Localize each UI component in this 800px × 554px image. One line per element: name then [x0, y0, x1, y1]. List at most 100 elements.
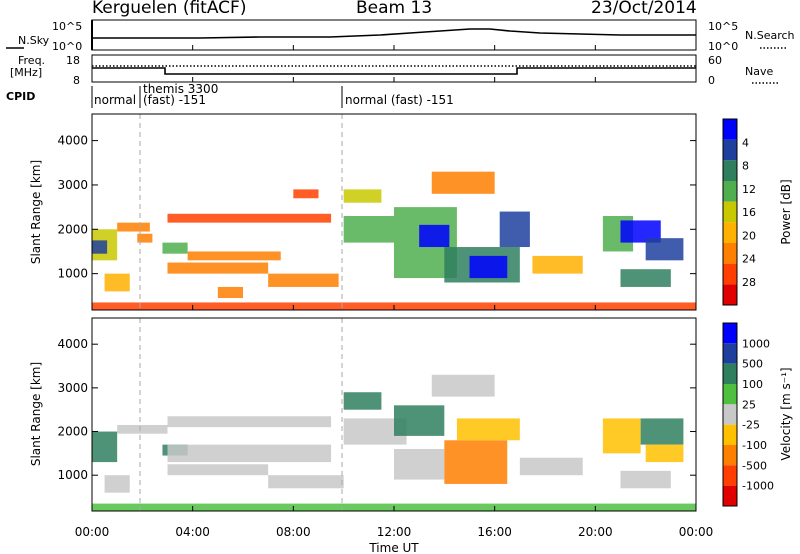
- power-regions: [92, 171, 696, 310]
- power-colorbar-cell-5: [723, 222, 737, 243]
- velocity-region-19: [620, 470, 671, 489]
- beam-title: Beam 13: [356, 0, 433, 18]
- freq-label-2: [MHz]: [10, 66, 42, 79]
- power-y-axis: 1000 2000 3000 4000: [57, 134, 696, 281]
- time-tick-label-3: 12:00: [377, 525, 412, 539]
- freq-panel: Freq. [MHz] 18 8 60 0 Nave: [10, 54, 780, 87]
- sky-right-label: N.Search: [745, 29, 795, 42]
- velocity-ytick-label-1: 2000: [57, 425, 88, 439]
- power-y-label: Slant Range [km]: [29, 160, 43, 264]
- velocity-colorbar-tick-1: 500: [742, 358, 763, 371]
- freq-tick-top: 18: [66, 54, 80, 67]
- sky-count-line: [92, 28, 696, 39]
- power-region-18: [499, 211, 530, 248]
- velocity-ytick-label-2: 3000: [57, 381, 88, 395]
- power-region-23: [645, 238, 684, 261]
- date-title: 23/Oct/2014: [591, 0, 697, 18]
- sky-left-label: N.Sky: [18, 34, 50, 47]
- power-region-15: [419, 224, 450, 248]
- time-axis: 00:00 04:00 08:00 12:00 16:00 20:00 00:00: [75, 45, 713, 539]
- velocity-y-axis: 1000 2000 3000 4000: [57, 337, 696, 482]
- cpid-segment-2-line2: normal (fast) -151: [345, 93, 454, 107]
- velocity-region-1: [104, 475, 130, 493]
- velocity-colorbar-cell-8: [723, 485, 737, 506]
- velocity-region-4: [167, 444, 332, 463]
- velocity-region-6: [167, 464, 269, 476]
- power-region-6: [167, 213, 332, 223]
- power-region-11: [293, 189, 319, 199]
- nave-label: Nave: [745, 65, 773, 78]
- velocity-colorbar-cell-0: [723, 323, 737, 344]
- velocity-colorbar-tick-2: 100: [742, 378, 763, 391]
- power-region-7: [167, 262, 269, 274]
- power-region-4: [137, 233, 153, 243]
- velocity-region-8: [343, 392, 382, 410]
- velocity-region-13: [456, 418, 520, 441]
- velocity-colorbar-tick-0: 1000: [742, 337, 770, 350]
- power-colorbar-cell-6: [723, 243, 737, 264]
- cpid-row: CPID normal themis 3300 (fast) -151 norm…: [6, 82, 454, 108]
- nave-tick-top: 60: [708, 54, 722, 67]
- velocity-colorbar-cell-2: [723, 363, 737, 384]
- cpid-segment-1-line1: themis 3300: [143, 82, 218, 96]
- freq-tick-bottom: 8: [73, 74, 80, 87]
- velocity-region-12: [444, 440, 508, 484]
- velocity-region-17: [640, 418, 684, 445]
- power-region-5: [162, 242, 188, 254]
- time-axis-label: Time UT: [368, 541, 419, 554]
- velocity-colorbar-cell-5: [723, 424, 737, 445]
- velocity-region-14: [431, 374, 495, 397]
- velocity-colorbar: 1000 500 100 25 -25 -100 -500 -1000: [722, 322, 774, 507]
- power-region-3: [117, 222, 150, 232]
- power-colorbar: 4 8 12 16 20 24 28: [722, 118, 756, 306]
- velocity-ytick-label-3: 4000: [57, 337, 88, 351]
- power-region-10: [217, 286, 243, 299]
- velocity-colorbar-cell-1: [723, 343, 737, 364]
- velocity-colorbar-tick-6: -500: [742, 459, 767, 472]
- power-colorbar-tick-4: 20: [742, 229, 756, 242]
- cpid-segment-1-line2: (fast) -151: [143, 93, 206, 107]
- power-colorbar-cell-3: [723, 181, 737, 202]
- power-colorbar-tick-1: 8: [742, 160, 749, 173]
- power-colorbar-tick-3: 16: [742, 206, 756, 219]
- power-region-9: [268, 273, 339, 287]
- power-region-20: [532, 255, 583, 274]
- velocity-regions: [92, 374, 696, 511]
- power-ytick-label-3: 4000: [57, 134, 88, 148]
- freq-label-1: Freq.: [18, 54, 45, 67]
- velocity-y-label: Slant Range [km]: [29, 362, 43, 466]
- power-region-12: [343, 189, 382, 203]
- velocity-region-10: [394, 405, 445, 436]
- velocity-colorbar-tick-3: 25: [742, 398, 756, 411]
- power-colorbar-label: Power [dB]: [779, 179, 793, 244]
- velocity-colorbar-label: Velocity [m s⁻¹]: [779, 367, 793, 460]
- power-region-22: [620, 220, 661, 243]
- nave-tick-bottom: 0: [708, 74, 715, 87]
- velocity-colorbar-cell-6: [723, 445, 737, 466]
- sky-right-tick-top: 10^5: [708, 20, 738, 33]
- power-colorbar-tick-5: 24: [742, 253, 756, 266]
- power-region-8: [187, 251, 281, 261]
- power-colorbar-frame: [722, 118, 738, 306]
- velocity-region-7: [268, 475, 344, 489]
- cpid-segment-0-line2: normal: [94, 93, 136, 107]
- velocity-colorbar-cell-3: [723, 384, 737, 405]
- time-tick-label-1: 04:00: [175, 525, 210, 539]
- velocity-region-18: [645, 444, 684, 463]
- power-colorbar-cell-8: [723, 284, 737, 305]
- velocity-ytick-label-0: 1000: [57, 468, 88, 482]
- time-tick-label-4: 16:00: [477, 525, 512, 539]
- power-ytick-label-2: 3000: [57, 178, 88, 192]
- velocity-colorbar-tick-7: -1000: [742, 480, 774, 493]
- power-panel: 1000 2000 3000 4000 Slant Range [km] 4 8 12 16…: [29, 113, 793, 311]
- time-tick-label-5: 20:00: [578, 525, 613, 539]
- power-colorbar-cell-0: [723, 119, 737, 140]
- power-colorbar-tick-0: 4: [742, 136, 749, 149]
- cpid-label: CPID: [6, 90, 35, 103]
- power-colorbar-cell-2: [723, 160, 737, 181]
- velocity-colorbar-cell-4: [723, 404, 737, 425]
- power-colorbar-tick-6: 28: [742, 276, 756, 289]
- power-ytick-label-1: 2000: [57, 222, 88, 236]
- power-region-17: [469, 255, 508, 279]
- velocity-region-15: [519, 457, 583, 476]
